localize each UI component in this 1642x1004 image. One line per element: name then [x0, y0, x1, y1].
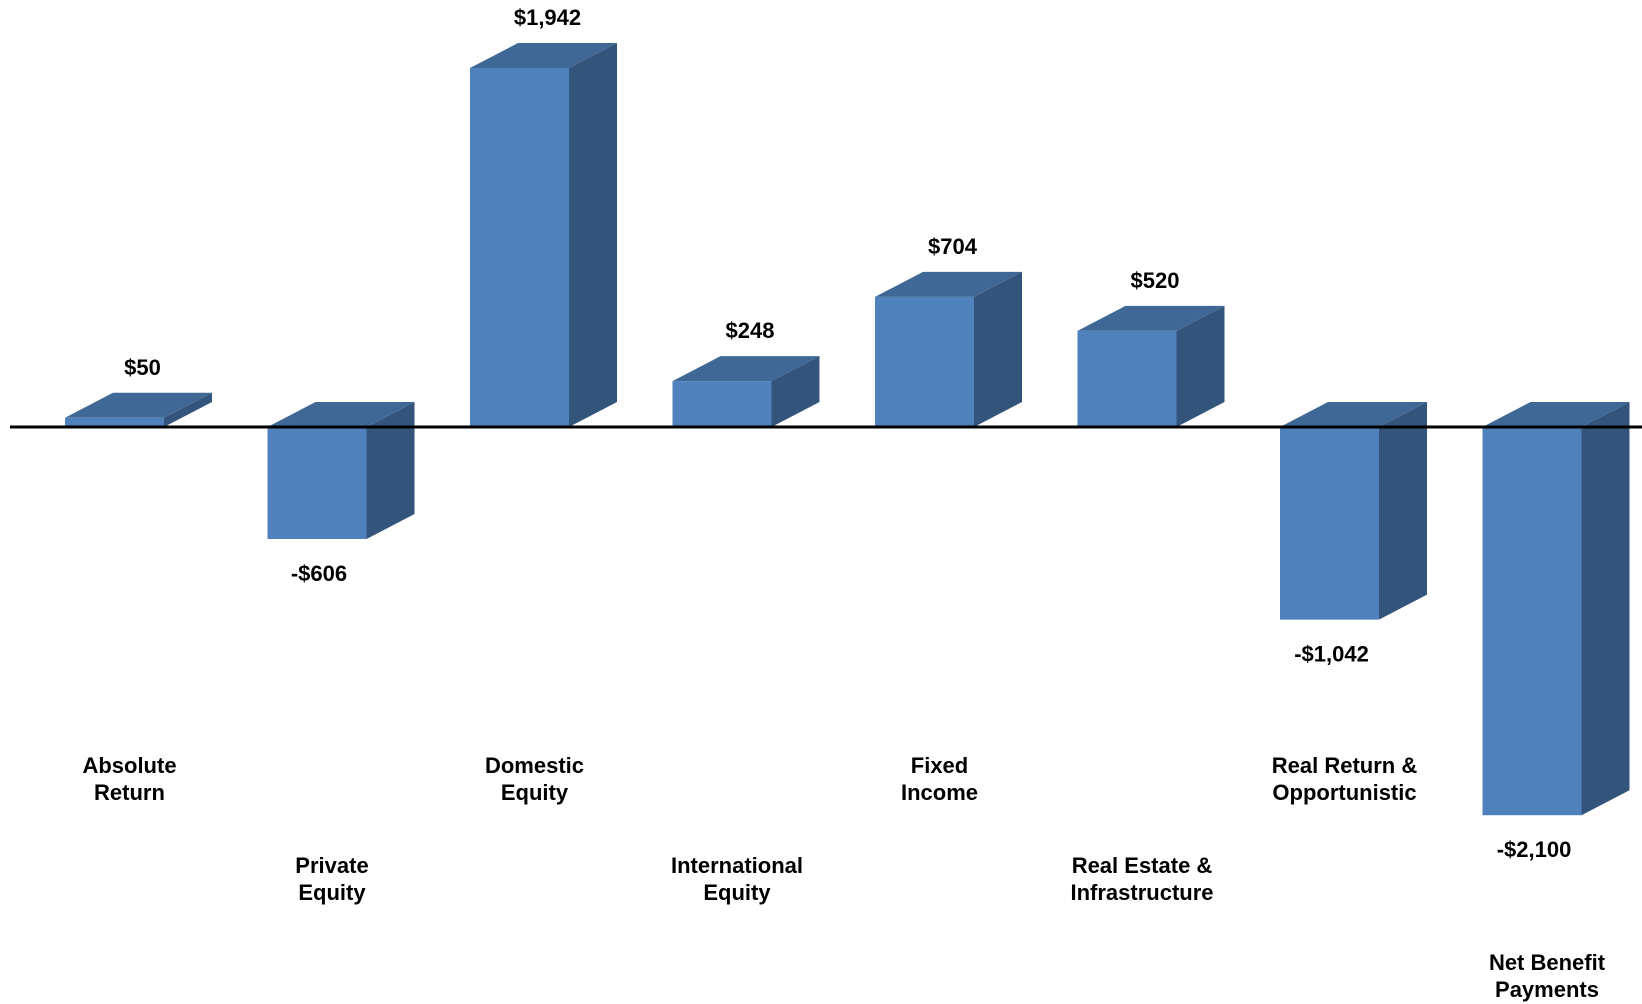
data-label-real-return-and-opportunistic: -$1,042: [1294, 642, 1369, 667]
bar-side-fixed-income: [974, 271, 1022, 427]
bar-real-estate-and-infrastructure: [1077, 305, 1225, 427]
category-label-net-benefit-payments: Net Benefit Payments: [1489, 950, 1606, 1002]
bar-domestic-equity: [470, 43, 617, 427]
bar-front-private-equity: [267, 427, 367, 540]
bar-top-private-equity: [267, 402, 415, 427]
category-label-fixed-income: Fixed Income: [901, 753, 978, 805]
bar-front-real-estate-and-infrastructure: [1077, 330, 1177, 427]
bar-top-real-estate-and-infrastructure: [1077, 305, 1225, 331]
bar-top-domestic-equity: [470, 43, 617, 68]
data-label-private-equity: -$606: [291, 561, 347, 586]
bar-side-international-equity: [771, 356, 820, 427]
category-label-private-equity: Private Equity: [295, 853, 368, 905]
category-labels-group: Absolute Return Private Equity Domestic Equit…: [82, 753, 1605, 1002]
bar-side-private-equity: [366, 402, 415, 540]
bar-front-absolute-return: [65, 417, 164, 427]
bar-top-real-return-and-opportunistic: [1280, 402, 1427, 427]
bar-fixed-income: [875, 271, 1022, 427]
bar-private-equity: [267, 402, 415, 540]
data-label-net-benefit-payments: -$2,100: [1497, 837, 1572, 862]
bar-absolute-return: [65, 392, 212, 427]
category-label-absolute-return: Absolute Return: [82, 753, 176, 805]
bar-front-international-equity: [672, 381, 772, 427]
bar-front-domestic-equity: [470, 68, 569, 427]
bar-top-net-benefit-payments: [1482, 402, 1630, 427]
category-label-real-estate-and-infrastructure: Real Estate & Infrastructure: [1070, 853, 1213, 905]
data-label-real-estate-and-infrastructure: $520: [1131, 268, 1180, 293]
bars-group: [65, 43, 1630, 816]
bar-side-real-return-and-opportunistic: [1379, 402, 1427, 620]
data-label-fixed-income: $704: [928, 234, 978, 259]
bar-real-return-and-opportunistic: [1280, 402, 1427, 620]
bar-top-international-equity: [672, 356, 820, 382]
category-label-domestic-equity: Domestic Equity: [485, 753, 584, 805]
bar-side-absolute-return: [164, 392, 212, 427]
bar-side-net-benefit-payments: [1581, 402, 1630, 816]
data-label-international-equity: $248: [726, 318, 775, 343]
category-label-international-equity: International Equity: [671, 853, 803, 905]
bar-side-domestic-equity: [569, 43, 617, 427]
value-labels-group: $50 -$606 $1,942 $248 $704 $520 -$1,042 -$2,100: [124, 5, 1571, 862]
bar-front-real-return-and-opportunistic: [1280, 427, 1379, 620]
bar-top-absolute-return: [65, 392, 212, 418]
bar-top-fixed-income: [875, 271, 1022, 297]
bar-front-net-benefit-payments: [1482, 427, 1582, 816]
data-label-domestic-equity: $1,942: [514, 5, 581, 30]
category-label-real-return-and-opportunistic: Real Return & Opportunistic: [1272, 753, 1418, 805]
data-label-absolute-return: $50: [124, 355, 161, 380]
bar-international-equity: [672, 356, 820, 427]
bar-front-fixed-income: [875, 296, 974, 427]
bar-net-benefit-payments: [1482, 402, 1630, 816]
bar-side-real-estate-and-infrastructure: [1176, 305, 1225, 427]
